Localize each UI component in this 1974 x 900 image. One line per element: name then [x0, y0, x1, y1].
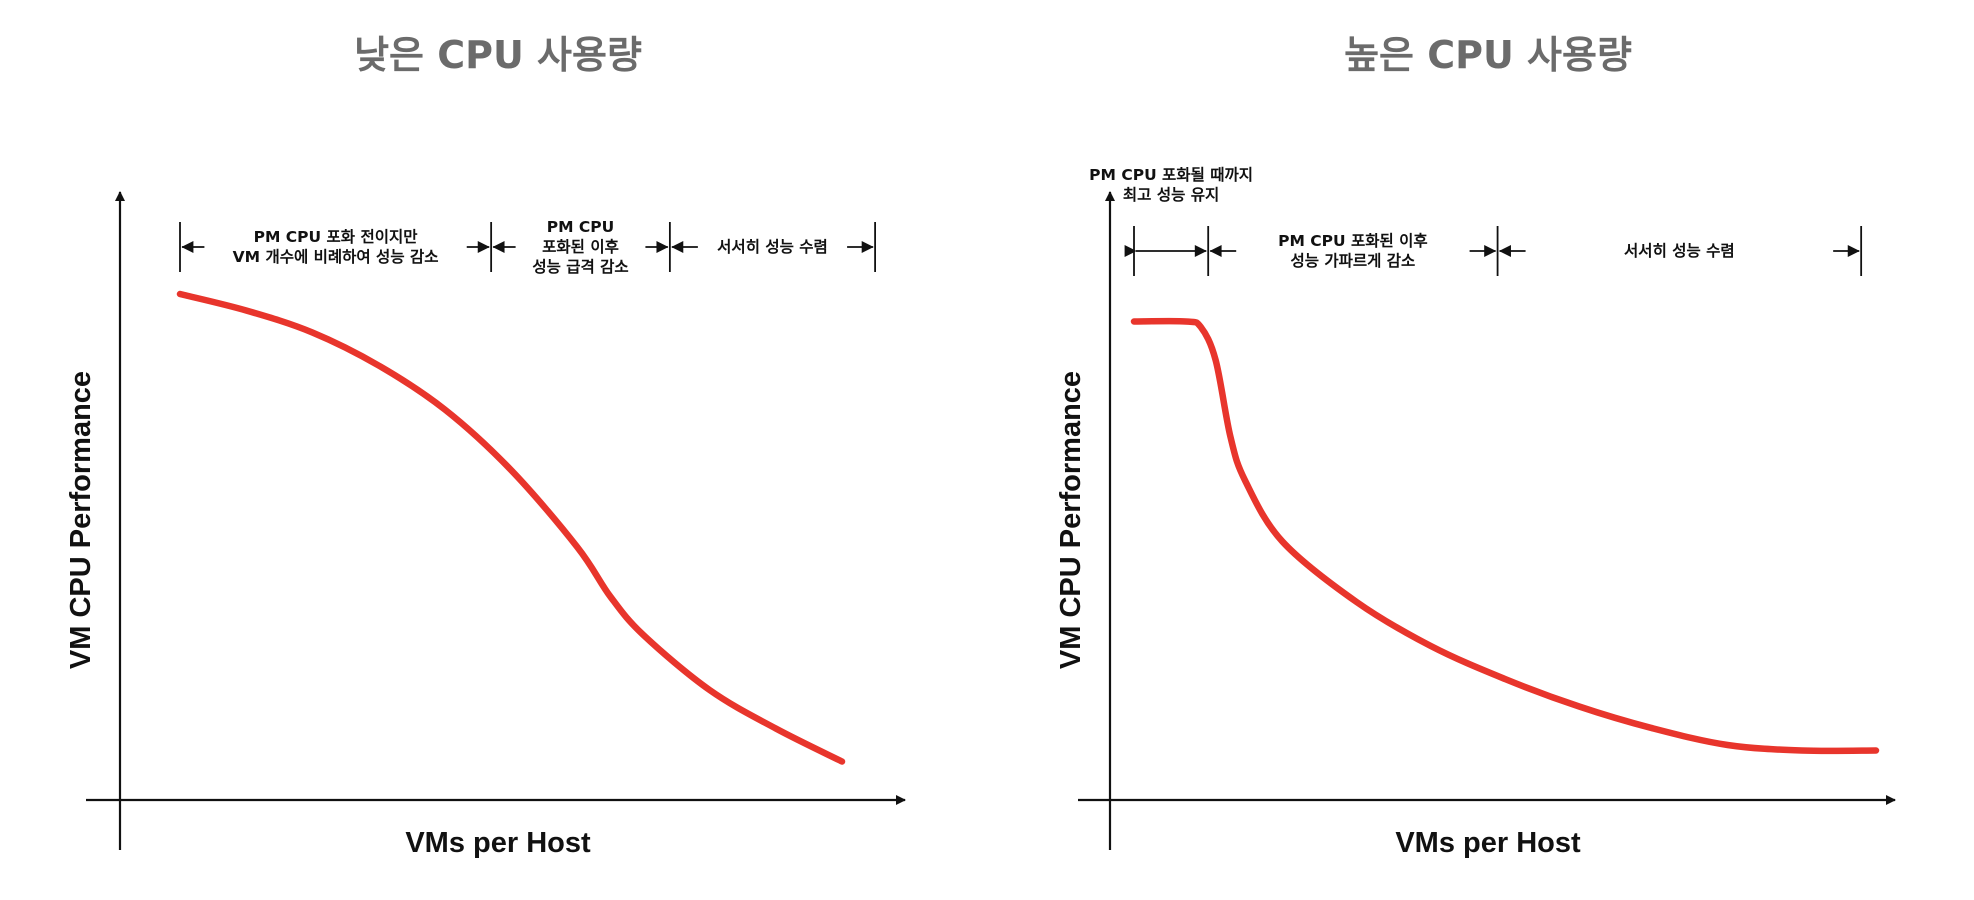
- annotation-label: PM CPU: [547, 218, 615, 236]
- chart-title: 높은 CPU 사용량: [1344, 33, 1632, 77]
- annotation-label: PM CPU 포화된 이후: [1278, 231, 1428, 250]
- series-line: [1130, 317, 1880, 755]
- annotation-label: VM 개수에 비례하여 성능 감소: [233, 247, 439, 266]
- y-axis-label: VM CPU Performance: [1055, 371, 1087, 669]
- series-line: [176, 290, 846, 765]
- annotation-label: PM CPU 포화 전이지만: [254, 227, 419, 246]
- annotation-label: 포화된 이후: [542, 237, 619, 256]
- y-axis-label: VM CPU Performance: [65, 371, 97, 669]
- x-axis-label: VMs per Host: [1395, 827, 1581, 859]
- annotation-label: 성능 가파르게 감소: [1290, 251, 1415, 270]
- chart-title: 낮은 CPU 사용량: [354, 33, 642, 77]
- annotation-label: 서서히 성능 수렴: [1624, 242, 1735, 260]
- x-axis-label: VMs per Host: [405, 827, 591, 859]
- annotation-label: 성능 급격 감소: [532, 257, 628, 276]
- annotation-label: 최고 성능 유지: [1123, 185, 1219, 204]
- annotation-label: PM CPU 포화될 때까지: [1089, 165, 1253, 184]
- annotation-label: 서서히 성능 수렴: [717, 238, 828, 256]
